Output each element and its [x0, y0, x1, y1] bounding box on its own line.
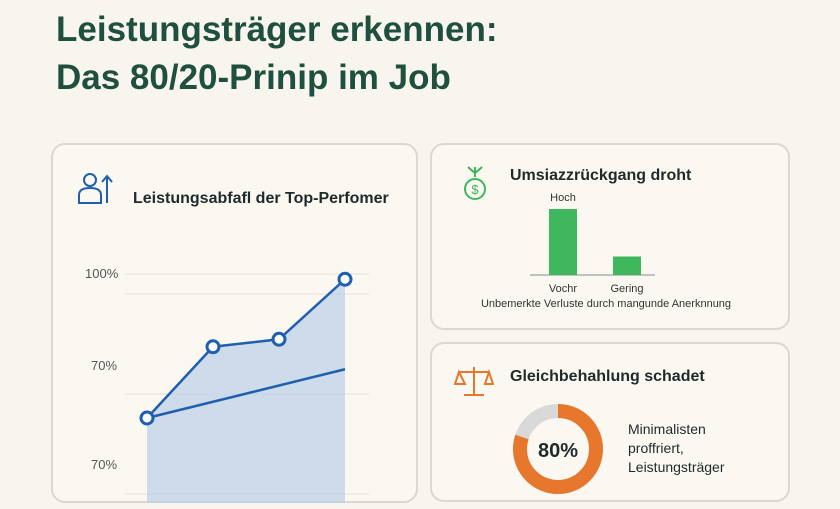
area-fill [147, 279, 345, 503]
donut-chart: 80% [513, 404, 603, 494]
series-line-2 [146, 368, 346, 420]
y-tick-label: 70% [91, 358, 118, 373]
equal-treatment-heading: Gleichbehahlung schadet [510, 368, 705, 385]
bar [549, 209, 577, 275]
x-tick-label: Vochr [549, 283, 577, 295]
page-title: Leistungsträger erkennen: Das 80/20-Prin… [56, 6, 498, 102]
donut-text-line: Leistungsträger [628, 459, 725, 475]
line-chart [125, 271, 369, 503]
data-point [139, 410, 155, 426]
y-tick-label: 70% [91, 457, 118, 472]
data-point [205, 339, 221, 355]
data-point [337, 271, 353, 287]
bar [613, 256, 641, 275]
performance-chart-card: Leistungsabfafl der Top-Perfomer 100% 70… [51, 143, 418, 503]
person-growth-icon [78, 173, 113, 204]
title-line-1: Leistungsträger erkennen: [56, 10, 498, 49]
donut-text-line: Minimalisten [628, 421, 706, 437]
revenue-card: $ Umsiazzrückgang droht Vochr Hoch Gering … [430, 143, 790, 330]
donut-description: Minimalisten proffriert, Leistungsträger [628, 420, 725, 477]
chart-heading: Leistungsabfafl der Top-Perfomer [133, 190, 389, 207]
data-label: Hoch [550, 192, 576, 204]
equal-treatment-card: Gleichbehahlung schadet 80% Minimalisten… [430, 342, 790, 502]
svg-text:$: $ [471, 182, 479, 197]
x-tick-label: Gering [610, 283, 643, 295]
series-line-1 [146, 278, 346, 419]
title-line-2: Das 80/20-Prinip im Job [56, 58, 451, 97]
y-tick-label: 100% [85, 266, 119, 281]
bar-chart: Vochr Hoch Gering [530, 192, 655, 295]
data-point [271, 331, 287, 347]
revenue-caption: Unbemerkte Verluste durch mangunde Anerk… [480, 298, 732, 310]
donut-label: 80% [538, 440, 578, 462]
donut-text-line: proffriert, [628, 440, 684, 456]
revenue-heading: Umsiazzrückgang droht [510, 167, 692, 184]
balance-scale-icon [454, 367, 494, 396]
dollar-sprout-icon: $ [464, 166, 486, 200]
